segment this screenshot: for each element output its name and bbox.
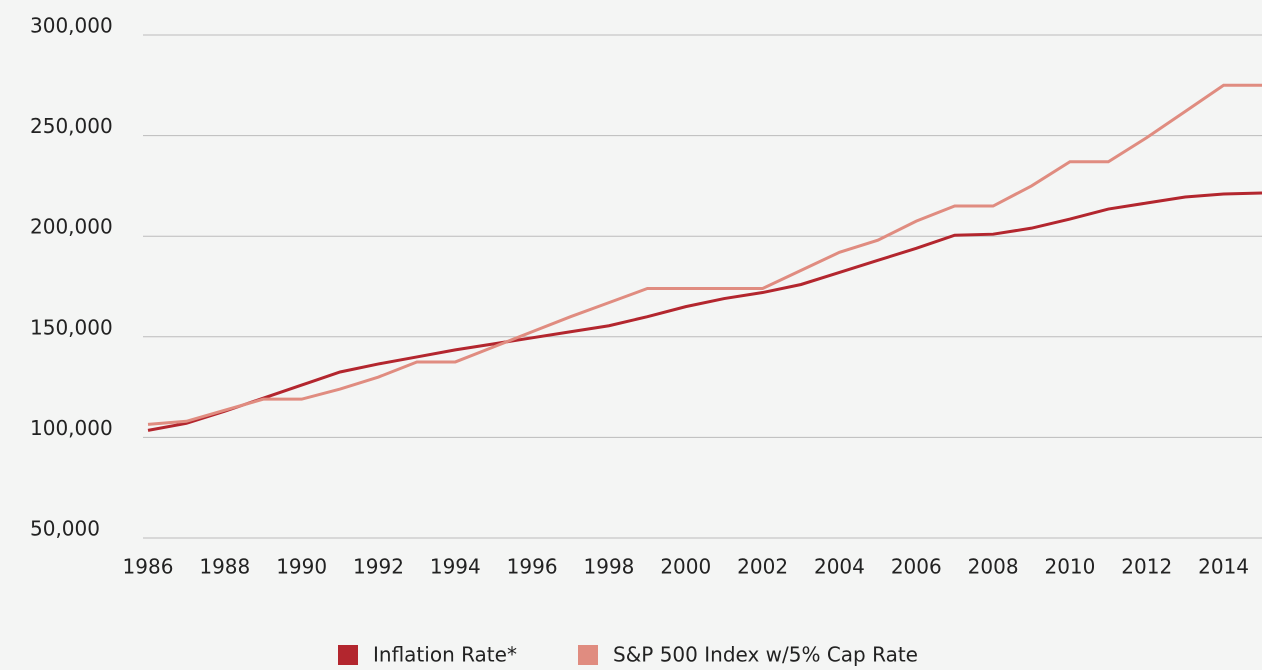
x-tick-label: 2012 (1121, 555, 1172, 579)
y-tick-label: 250,000 (30, 114, 113, 138)
legend-swatch (578, 645, 598, 665)
x-tick-label: 1994 (430, 555, 481, 579)
x-tick-label: 2000 (660, 555, 711, 579)
legend-label: S&P 500 Index w/5% Cap Rate (613, 643, 918, 667)
x-tick-label: 1998 (584, 555, 635, 579)
legend-label: Inflation Rate* (373, 643, 517, 667)
y-tick-label: 100,000 (30, 416, 113, 440)
y-tick-label: 50,000 (30, 517, 100, 541)
x-tick-label: 2004 (814, 555, 865, 579)
x-tick-label: 2010 (1044, 555, 1095, 579)
x-tick-label: 2014 (1198, 555, 1249, 579)
y-tick-label: 200,000 (30, 215, 113, 239)
x-tick-label: 2008 (968, 555, 1019, 579)
x-tick-label: 1992 (353, 555, 404, 579)
y-tick-label: 300,000 (30, 14, 113, 38)
legend-swatch (338, 645, 358, 665)
y-tick-label: 150,000 (30, 315, 113, 339)
x-tick-label: 1988 (199, 555, 250, 579)
x-tick-label: 1990 (276, 555, 327, 579)
line-series (147, 83, 1262, 426)
x-tick-label: 1986 (123, 555, 174, 579)
x-tick-label: 2002 (737, 555, 788, 579)
line-series (147, 191, 1262, 432)
x-tick-label: 1996 (507, 555, 558, 579)
x-tick-label: 2006 (891, 555, 942, 579)
